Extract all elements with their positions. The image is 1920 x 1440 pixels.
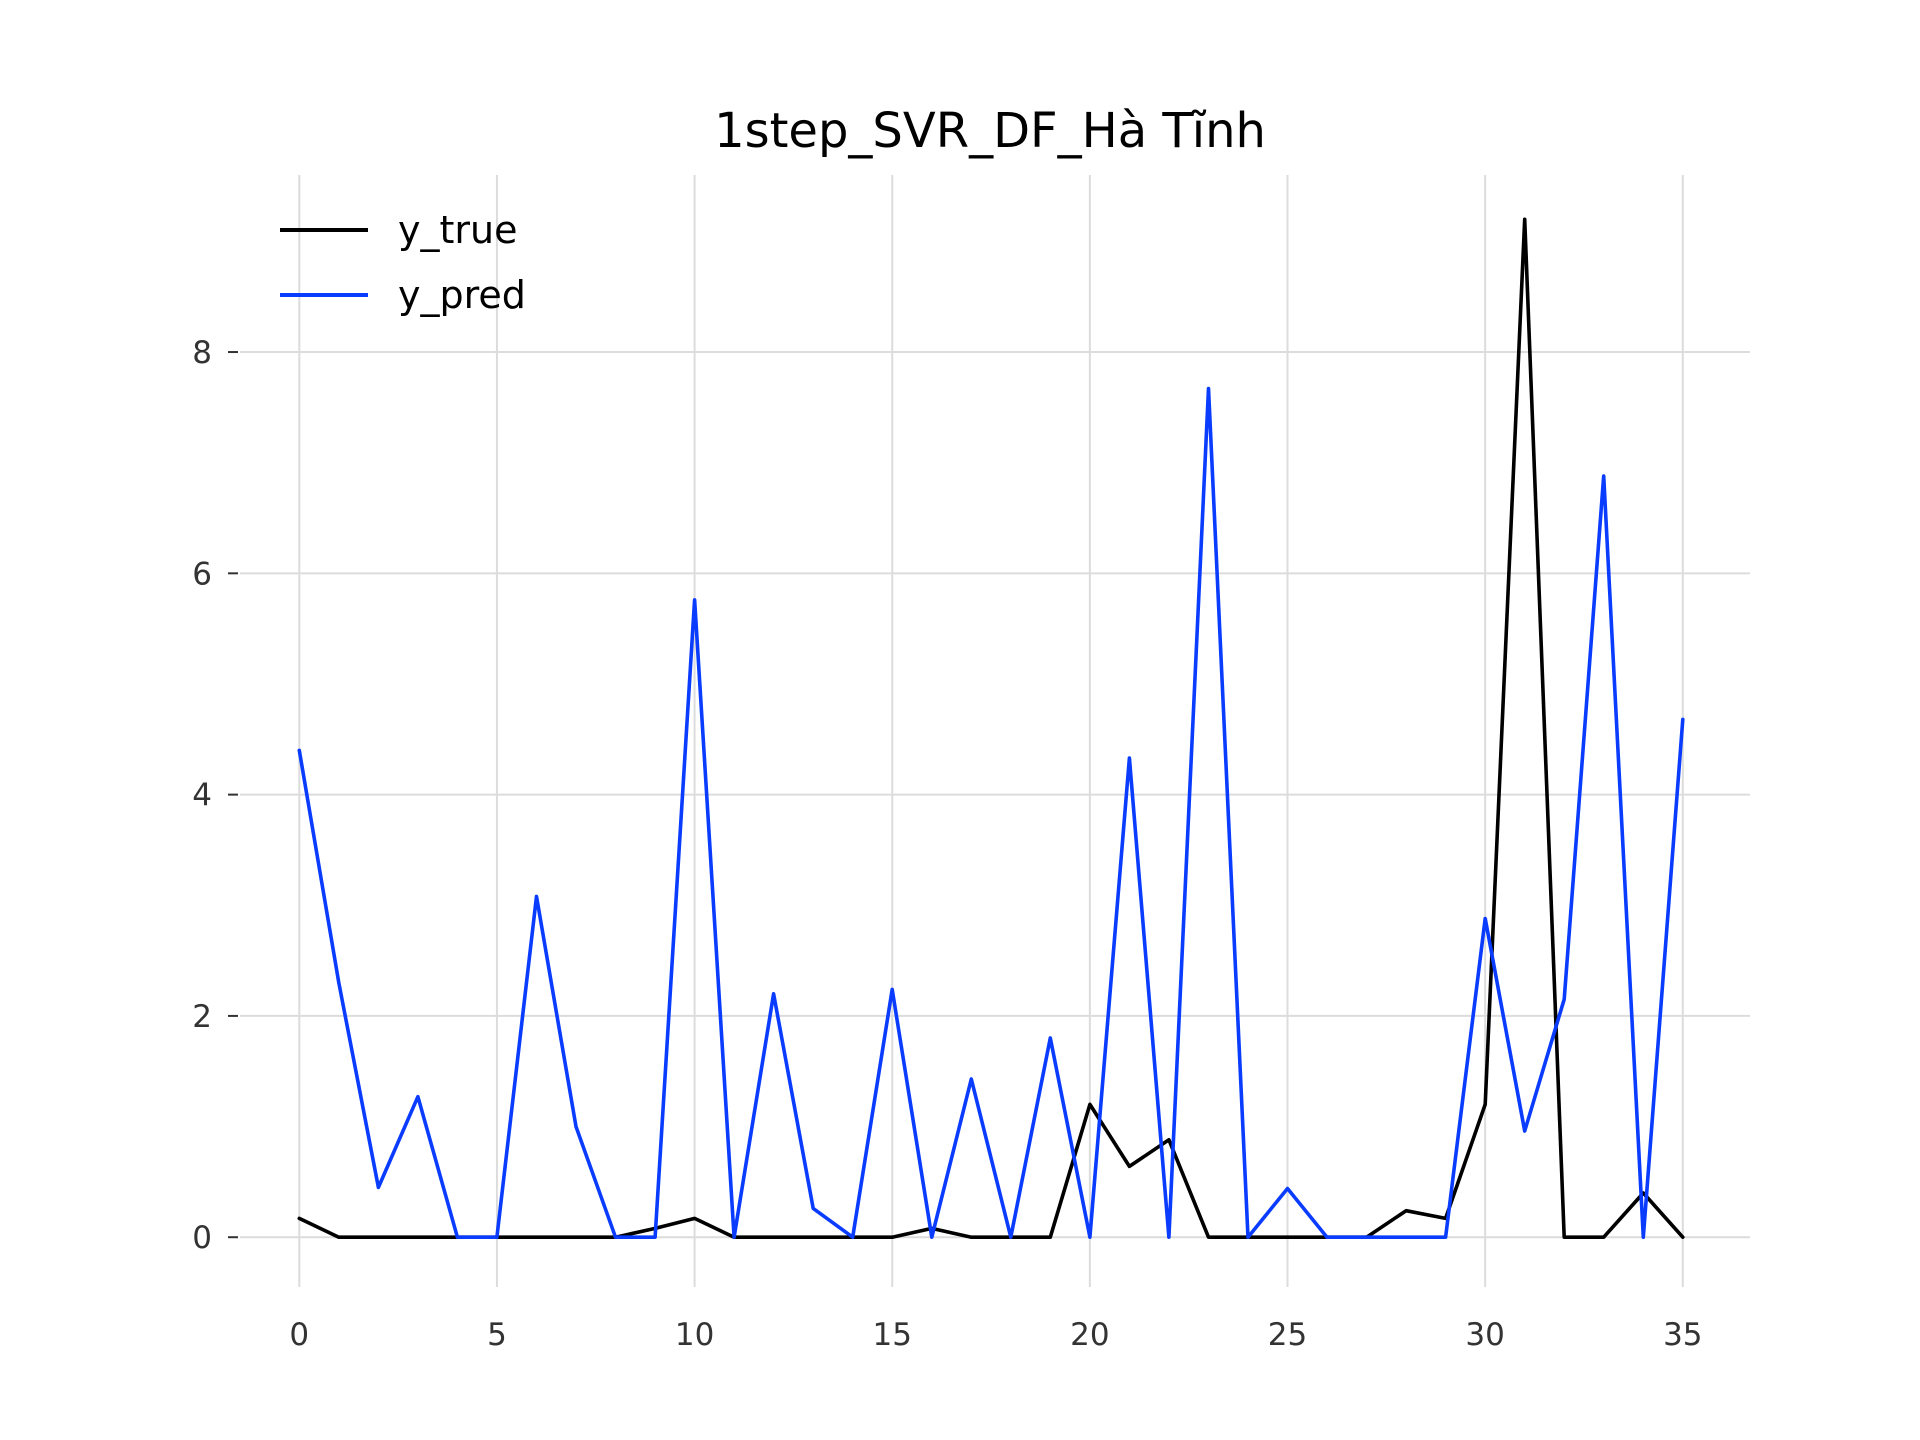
x-tick-label-25: 25	[1268, 1317, 1307, 1353]
legend: y_true y_pred	[280, 208, 526, 317]
legend-label-y_true: y_true	[398, 208, 517, 252]
y-tick-label-0: 0	[192, 1220, 212, 1256]
series-lines	[297, 217, 1685, 1239]
x-tick-label-0: 0	[289, 1317, 309, 1353]
x-tick-label-10: 10	[675, 1317, 714, 1353]
series-line-y_true	[297, 217, 1685, 1239]
x-tick-label-35: 35	[1663, 1317, 1702, 1353]
x-tick-label-5: 5	[487, 1317, 507, 1353]
series-line-y_pred	[297, 386, 1685, 1239]
x-tick-label-15: 15	[872, 1317, 911, 1353]
x-tick-label-30: 30	[1465, 1317, 1504, 1353]
legend-label-y_pred: y_pred	[398, 273, 526, 317]
y-tick-label-4: 4	[192, 778, 212, 814]
axes: 0 5 10 15 20 25 30 35 0 2 4 6 8	[192, 335, 1702, 1353]
y-tick-label-2: 2	[192, 999, 212, 1035]
chart-title: 1step_SVR_DF_Hà Tĩnh	[714, 103, 1266, 159]
y-tick-label-6: 6	[192, 556, 212, 592]
y-tick-label-8: 8	[192, 335, 212, 371]
x-tick-label-20: 20	[1070, 1317, 1109, 1353]
grid	[240, 175, 1750, 1287]
